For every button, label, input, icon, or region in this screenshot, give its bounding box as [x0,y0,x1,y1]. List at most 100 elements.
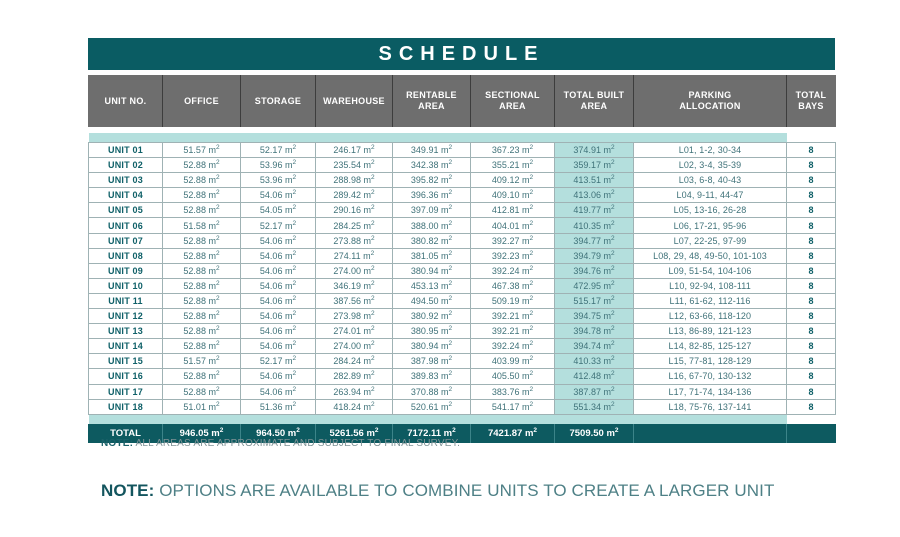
cell-unit-no: UNIT 17 [88,383,163,400]
cell-built: 419.77 m2 [554,202,634,219]
unit-superscript: 2 [610,219,615,227]
cell-office: 52.88 m2 [162,232,241,249]
unit-superscript: 2 [448,219,453,227]
unit-superscript: 2 [448,144,453,152]
note-survey-label: NOTE: [101,438,134,449]
unit-superscript: 2 [529,340,534,348]
cell-storage-value: 54.06 [259,250,283,261]
cell-rentable: 380.92 m2 [392,308,471,325]
cell-built: 394.75 m2 [554,308,634,325]
top-spacer-band-fill [88,133,787,143]
unit-superscript: 2 [292,189,297,197]
cell-warehouse-value: 289.42 [333,190,361,201]
cell-unit-no: UNIT 06 [88,217,163,234]
cell-storage-value: 53.96 [259,160,283,171]
table-row: UNIT 14 52.88 m2 54.06 m2 274.00 m2 380.94 m… [88,338,836,355]
unit-superscript: 2 [370,189,375,197]
cell-total-bays: 8 [786,187,836,204]
unit-superscript: 2 [370,144,375,152]
cell-built-value: 410.33 [573,356,601,367]
cell-office: 52.88 m2 [162,277,241,294]
cell-office: 52.88 m2 [162,308,241,325]
unit-superscript: 2 [610,279,615,287]
cell-built-value: 394.78 [573,326,601,337]
cell-warehouse-value: 387.56 [333,295,361,306]
cell-office: 52.88 m2 [162,292,241,310]
cell-warehouse-value: 290.16 [333,205,361,216]
cell-storage-value: 54.06 [259,265,283,276]
unit-superscript: 2 [529,355,534,363]
cell-built-value: 394.74 [573,341,601,352]
cell-rentable: 453.13 m2 [392,277,471,294]
cell-total-bays: 8 [786,141,836,159]
cell-storage-value: 54.06 [259,326,283,337]
note-combine-text: OPTIONS ARE AVAILABLE TO COMBINE UNITS T… [159,481,775,500]
cell-built-value: 419.77 [573,205,601,216]
cell-sectional-value: 412.81 [491,205,520,216]
unit-superscript: 2 [529,159,534,167]
column-header-bays-line1: TOTAL [795,90,827,100]
schedule-table-container: SCHEDULE UNIT NO. OFFICE STORAGE WAREHOU… [88,38,836,443]
cell-rentable: 349.91 m2 [392,141,471,159]
cell-rentable-value: 387.98 [410,356,439,367]
total-sectional: 7421.87 m2 [470,423,555,443]
cell-sectional-value: 409.12 [491,175,520,186]
unit-superscript: 2 [292,325,297,333]
unit-superscript: 2 [370,159,375,167]
cell-storage: 53.96 m2 [240,157,316,174]
cell-parking-allocation: L08, 29, 48, 49-50, 101-103 [633,247,787,264]
table-row: UNIT 09 52.88 m2 54.06 m2 274.00 m2 380.94 m… [88,262,836,279]
cell-sectional-value: 403.99 [491,356,520,367]
cell-built: 394.76 m2 [554,262,634,279]
cell-office-value: 52.88 [183,386,206,397]
cell-office: 52.88 m2 [162,172,241,189]
cell-total-bays: 8 [786,368,836,385]
unit-superscript: 2 [610,310,615,318]
cell-storage-value: 54.06 [259,311,283,322]
cell-sectional-value: 541.17 [491,401,520,412]
cell-unit-no: UNIT 15 [88,353,163,370]
cell-office: 51.01 m2 [162,398,241,415]
cell-office-value: 52.88 [183,311,206,322]
cell-parking-allocation: L14, 82-85, 125-127 [633,338,787,355]
cell-rentable: 388.00 m2 [392,217,471,234]
cell-parking-allocation: L13, 86-89, 121-123 [633,323,787,340]
unit-superscript: 2 [529,279,534,287]
cell-rentable-value: 380.92 [410,311,439,322]
unit-superscript: 2 [370,234,375,242]
unit-superscript: 2 [448,279,453,287]
cell-storage: 54.06 m2 [240,383,316,400]
cell-storage: 54.06 m2 [240,368,316,385]
cell-storage: 52.17 m2 [240,217,316,234]
cell-warehouse: 274.11 m2 [315,247,393,264]
cell-built-value: 394.77 [573,235,601,246]
unit-superscript: 2 [610,294,615,302]
cell-parking-allocation: L09, 51-54, 104-106 [633,262,787,279]
unit-superscript: 2 [448,174,453,182]
cell-rentable-value: 381.05 [410,250,439,261]
unit-superscript: 2 [292,340,297,348]
unit-superscript: 2 [448,310,453,318]
cell-office: 52.88 m2 [162,338,241,355]
cell-parking-allocation: L01, 1-2, 30-34 [633,141,787,159]
cell-unit-no: UNIT 04 [88,187,163,204]
unit-superscript: 2 [610,174,615,182]
cell-parking-allocation: L03, 6-8, 40-43 [633,172,787,189]
cell-office: 51.58 m2 [162,217,241,234]
unit-superscript: 2 [529,310,534,318]
cell-sectional: 509.19 m2 [470,292,555,310]
cell-rentable-value: 380.94 [410,265,439,276]
unit-superscript: 2 [448,385,453,393]
cell-storage: 52.17 m2 [240,141,316,159]
cell-parking-allocation: L06, 17-21, 95-96 [633,217,787,234]
cell-parking-allocation: L18, 75-76, 137-141 [633,398,787,415]
cell-storage: 54.06 m2 [240,292,316,310]
cell-warehouse: 274.00 m2 [315,338,393,355]
cell-built: 387.87 m2 [554,383,634,400]
unit-superscript: 2 [215,340,220,348]
unit-superscript: 2 [215,370,220,378]
unit-superscript: 2 [529,234,534,242]
cell-rentable-value: 520.61 [410,401,439,412]
cell-warehouse-value: 273.98 [333,311,361,322]
cell-rentable-value: 395.82 [410,175,439,186]
